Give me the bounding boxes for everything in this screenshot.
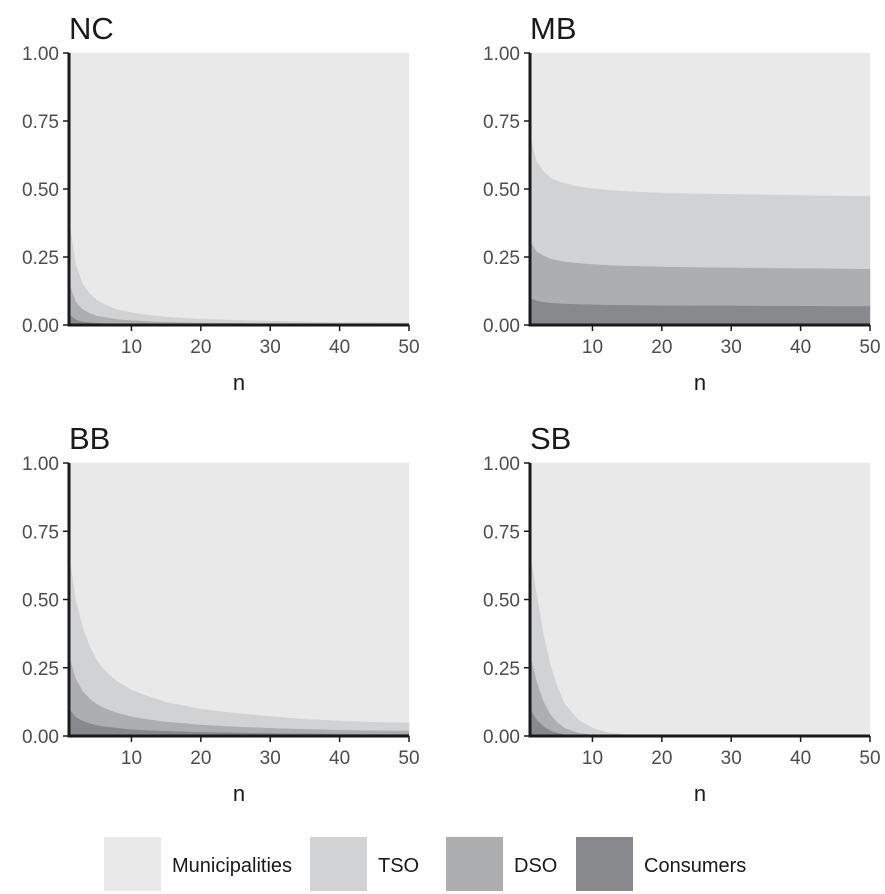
x-tick-label: 10 xyxy=(121,337,142,358)
x-axis-title: n xyxy=(694,781,706,806)
y-tick-label: 0.25 xyxy=(483,248,520,269)
x-tick-label: 30 xyxy=(721,337,742,358)
y-tick-label: 0.00 xyxy=(22,316,59,337)
x-axis-title: n xyxy=(233,370,245,395)
area-municipalities xyxy=(529,462,871,737)
panel-mb: MB 0.00 0.25 0.50 0.75 1.00 10 20 30 40 50 n xyxy=(483,11,881,395)
area-municipalities xyxy=(529,52,871,197)
x-tick-label: 30 xyxy=(260,748,281,769)
x-tick-label: 20 xyxy=(651,337,672,358)
x-tick-label: 40 xyxy=(329,748,350,769)
y-tick-label: 0.75 xyxy=(483,522,520,543)
y-tick-label: 1.00 xyxy=(22,454,59,475)
y-tick-label: 0.25 xyxy=(483,659,520,680)
legend-label: TSO xyxy=(378,855,419,877)
x-tick-label: 40 xyxy=(329,337,350,358)
x-axis-title: n xyxy=(233,781,245,806)
y-tick-label: 0.50 xyxy=(22,591,59,612)
panel-title: BB xyxy=(69,421,110,456)
x-tick-label: 50 xyxy=(398,748,419,769)
y-tick-label: 0.75 xyxy=(483,112,520,133)
legend-key xyxy=(446,837,503,891)
x-tick-label: 20 xyxy=(190,337,211,358)
x-tick-label: 40 xyxy=(790,748,811,769)
x-tick-label: 50 xyxy=(398,337,419,358)
panel-bb: BB 0.00 0.25 0.50 0.75 1.00 10 20 30 40 50 n xyxy=(22,421,420,806)
y-tick-label: 0.75 xyxy=(22,522,59,543)
legend-item-municipalities: Municipalities xyxy=(104,837,292,891)
y-tick-label: 0.25 xyxy=(22,248,59,269)
x-tick-label: 10 xyxy=(582,748,603,769)
panel-nc: NC 0.00 0.25 0.50 0.75 1.00 10 20 30 40 50 n xyxy=(22,11,420,395)
x-axis-title: n xyxy=(694,370,706,395)
y-tick-label: 0.00 xyxy=(483,727,520,748)
x-tick-label: 50 xyxy=(859,337,880,358)
y-tick-label: 0.75 xyxy=(22,112,59,133)
legend-item-tso: TSO xyxy=(310,837,419,891)
x-tick-label: 10 xyxy=(582,337,603,358)
y-tick-label: 0.50 xyxy=(483,180,520,201)
y-tick-label: 0.50 xyxy=(22,180,59,201)
legend: Municipalities TSO DSO Consumers xyxy=(104,837,746,891)
x-tick-label: 20 xyxy=(651,748,672,769)
y-tick-label: 1.00 xyxy=(483,454,520,475)
y-tick-label: 0.00 xyxy=(483,316,520,337)
y-tick-label: 1.00 xyxy=(483,44,520,65)
panel-title: NC xyxy=(69,11,114,46)
legend-item-dso: DSO xyxy=(446,837,557,891)
y-tick-label: 0.25 xyxy=(22,659,59,680)
area-municipalities xyxy=(68,462,410,723)
x-tick-label: 10 xyxy=(121,748,142,769)
area-municipalities xyxy=(68,52,410,323)
panel-title: MB xyxy=(530,11,577,46)
legend-key xyxy=(310,837,367,891)
x-tick-label: 30 xyxy=(260,337,281,358)
panel-title: SB xyxy=(530,421,571,456)
y-tick-label: 0.50 xyxy=(483,591,520,612)
x-tick-label: 40 xyxy=(790,337,811,358)
x-tick-label: 30 xyxy=(721,748,742,769)
legend-label: DSO xyxy=(514,855,557,877)
y-tick-label: 1.00 xyxy=(22,44,59,65)
legend-key xyxy=(104,837,161,891)
legend-key xyxy=(576,837,633,891)
y-tick-label: 0.00 xyxy=(22,727,59,748)
legend-label: Municipalities xyxy=(172,855,292,877)
panel-sb: SB 0.00 0.25 0.50 0.75 1.00 10 20 30 40 50 n xyxy=(483,421,881,806)
x-tick-label: 20 xyxy=(190,748,211,769)
legend-label: Consumers xyxy=(644,855,746,877)
legend-item-consumers: Consumers xyxy=(576,837,746,891)
x-tick-label: 50 xyxy=(859,748,880,769)
